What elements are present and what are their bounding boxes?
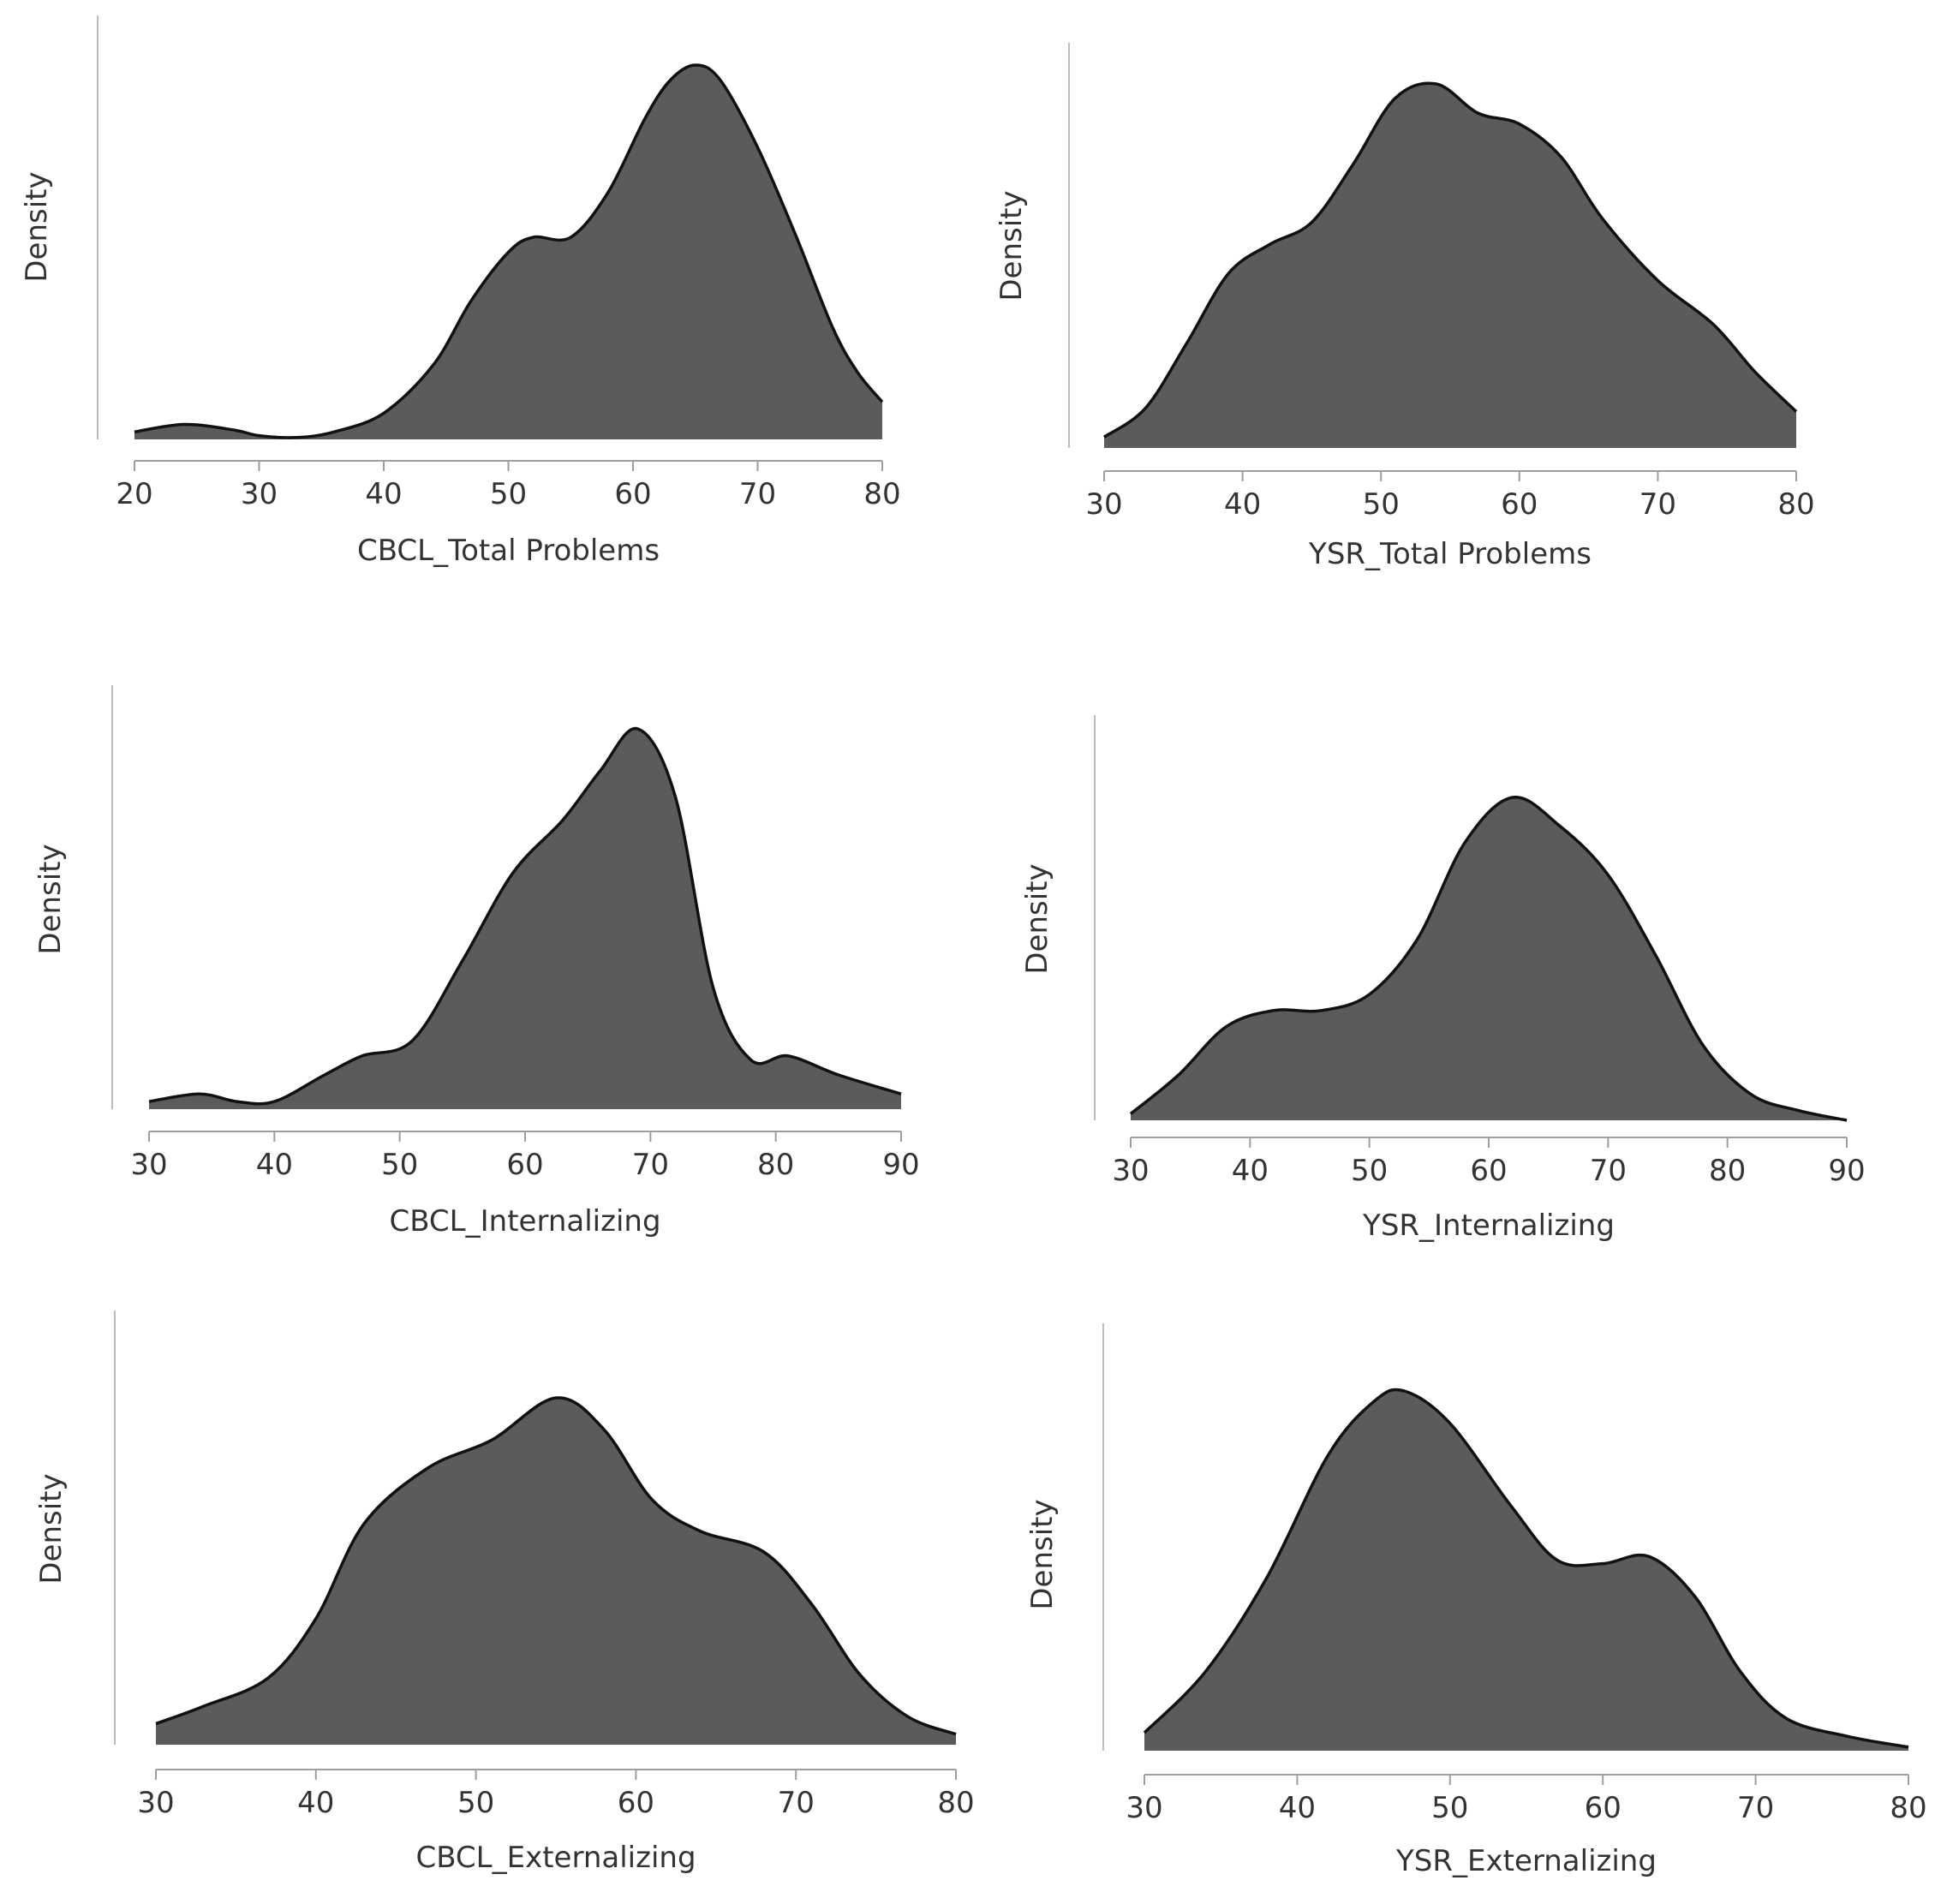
density-curve [155, 1396, 957, 1736]
x-axis-title: CBCL_Internalizing [389, 1204, 660, 1238]
x-tick-label: 60 [1470, 1154, 1507, 1188]
x-tick-label: 30 [1085, 487, 1122, 522]
density-panel-6: 30 40 50 60 70 80 YSR_Externalizing Density [1025, 1323, 1927, 1878]
x-tick-label: 60 [1585, 1791, 1621, 1825]
y-axis-title: Density [20, 171, 54, 282]
x-tick-label: 80 [1709, 1154, 1746, 1188]
x-tick-label: 80 [937, 1786, 974, 1820]
x-tick-label: 50 [381, 1148, 418, 1182]
x-tick-label: 80 [757, 1148, 794, 1182]
x-axis-title: YSR_Total Problems [1308, 537, 1592, 571]
x-tick-label: 20 [116, 477, 152, 511]
y-axis-title: Density [1020, 863, 1054, 974]
x-tick-label: 40 [297, 1786, 334, 1820]
density-curve [134, 63, 884, 439]
x-tick-label: 50 [490, 477, 527, 511]
x-tick-label: 40 [1224, 487, 1261, 522]
y-axis-title: Density [34, 1473, 69, 1584]
x-axis-title: YSR_Externalizing [1395, 1844, 1657, 1878]
x-tick-label: 40 [365, 477, 402, 511]
x-tick-label: 70 [1639, 487, 1676, 522]
x-tick-label: 60 [506, 1148, 543, 1182]
x-axis-title: CBCL_Total Problems [357, 534, 660, 568]
x-tick-label: 30 [137, 1786, 174, 1820]
x-tick-label: 80 [863, 477, 900, 511]
x-tick-label: 50 [1351, 1154, 1388, 1188]
density-area [1131, 797, 1847, 1120]
y-axis-title: Density [1025, 1499, 1060, 1609]
x-tick-label: 90 [882, 1148, 919, 1182]
x-tick-label: 70 [1590, 1154, 1627, 1188]
density-panel-5: 30 40 50 60 70 80 CBCL_Externalizing Density [34, 1310, 975, 1875]
x-tick-label: 40 [1232, 1154, 1269, 1188]
density-area [149, 728, 901, 1109]
x-tick-label: 50 [457, 1786, 494, 1820]
x-axis-title: YSR_Internalizing [1362, 1209, 1615, 1243]
density-area [1104, 83, 1796, 448]
x-tick-label: 30 [241, 477, 278, 511]
x-axis-title: CBCL_Externalizing [415, 1841, 696, 1875]
x-tick-label: 90 [1828, 1154, 1865, 1188]
x-tick-label: 40 [256, 1148, 293, 1182]
density-panel-3: 30 40 50 60 70 80 90 CBCL_Internalizing Density [33, 685, 920, 1238]
x-tick-label: 30 [1112, 1154, 1149, 1188]
x-tick-label: 40 [1279, 1791, 1316, 1825]
y-axis-title: Density [994, 190, 1029, 301]
density-area [156, 1397, 956, 1745]
density-curve [1129, 796, 1848, 1122]
x-tick-label: 60 [614, 477, 651, 511]
density-panel-2: 30 40 50 60 70 80 YSR_Total Problems Density [994, 43, 1815, 571]
density-curve [1102, 81, 1798, 439]
x-tick-label: 60 [618, 1786, 654, 1820]
x-tick-label: 30 [1126, 1791, 1162, 1825]
x-tick-label: 70 [739, 477, 776, 511]
x-tick-label: 30 [130, 1148, 167, 1182]
x-tick-label: 70 [632, 1148, 669, 1182]
x-tick-label: 60 [1501, 487, 1538, 522]
density-area [1144, 1389, 1908, 1751]
density-panel-1: 20 30 40 50 60 70 80 CBCL_Total Problems Density [20, 15, 901, 568]
x-tick-label: 70 [778, 1786, 815, 1820]
x-tick-label: 80 [1890, 1791, 1926, 1825]
x-tick-label: 70 [1737, 1791, 1774, 1825]
x-tick-label: 80 [1777, 487, 1814, 522]
y-axis-title: Density [33, 844, 68, 954]
x-tick-label: 50 [1431, 1791, 1468, 1825]
density-curve [148, 726, 902, 1106]
density-panel-4: 30 40 50 60 70 80 90 YSR_Internalizing Density [1020, 715, 1866, 1243]
x-tick-label: 50 [1363, 487, 1400, 522]
density-curve [1143, 1388, 1909, 1749]
